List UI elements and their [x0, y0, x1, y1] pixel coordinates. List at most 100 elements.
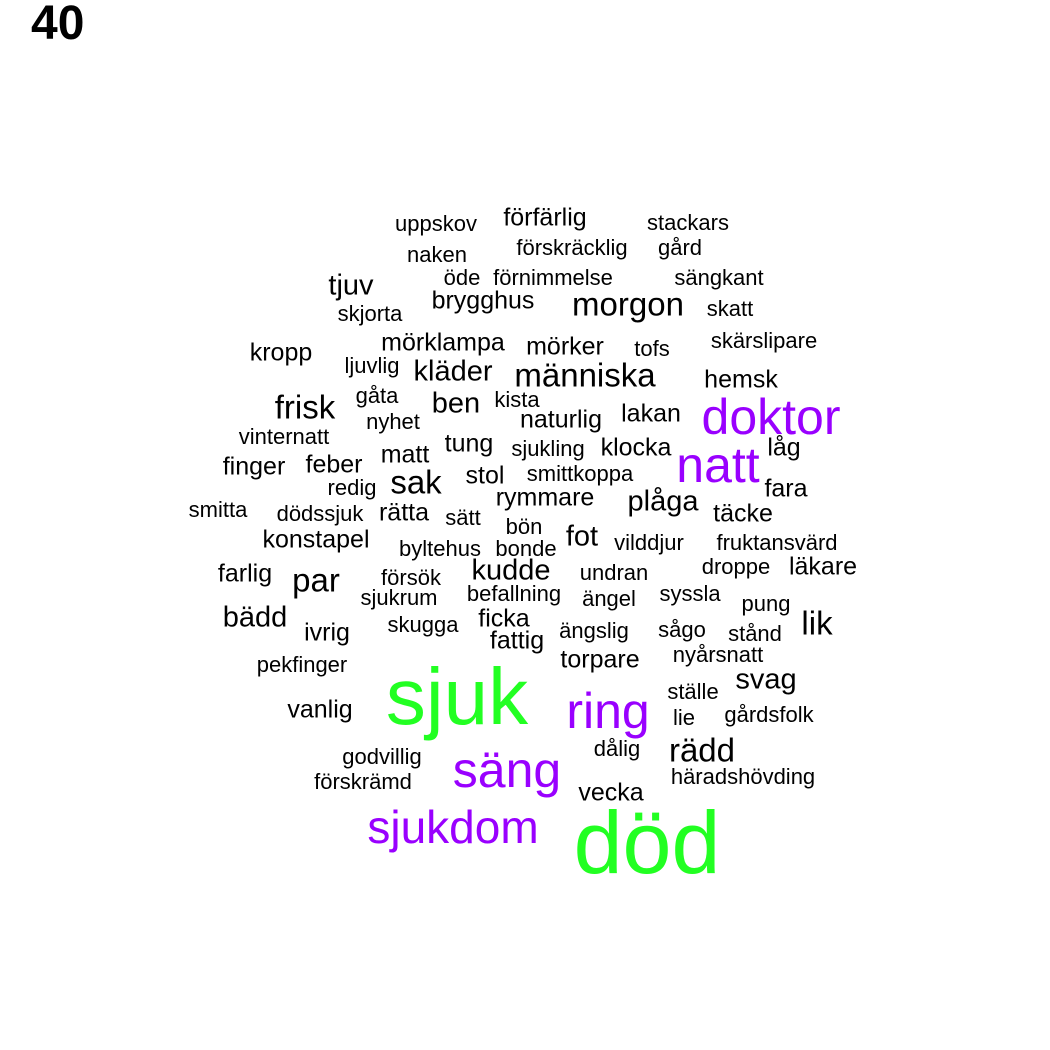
- cloud-word: lik: [801, 604, 833, 642]
- cloud-word: försök: [381, 565, 441, 590]
- cloud-word: befallning: [466, 581, 562, 606]
- cloud-word: rymmare: [495, 483, 595, 512]
- cloud-word: ljuvlig: [344, 353, 400, 378]
- cloud-word: torpare: [560, 645, 640, 674]
- page-number: 40: [31, 0, 85, 50]
- cloud-word: stånd: [728, 621, 782, 646]
- cloud-word: farlig: [217, 559, 273, 588]
- cloud-word: stackars: [647, 210, 729, 235]
- cloud-word: förfärlig: [503, 203, 587, 232]
- cloud-word: täcke: [713, 499, 773, 528]
- cloud-word: sängkant: [674, 265, 764, 290]
- cloud-word: ivrig: [304, 618, 350, 647]
- cloud-word: tjuv: [328, 269, 374, 302]
- cloud-word: sak: [390, 463, 442, 501]
- cloud-word: redig: [327, 475, 377, 500]
- cloud-word: rätta: [378, 498, 430, 527]
- cloud-word: sätt: [445, 505, 481, 530]
- cloud-word: bädd: [222, 601, 288, 634]
- cloud-word: död: [573, 793, 721, 892]
- cloud-word: sjukdom: [367, 801, 539, 853]
- cloud-word: syssla: [659, 581, 721, 606]
- cloud-word: klocka: [600, 433, 672, 462]
- cloud-word: gårdsfolk: [724, 702, 814, 727]
- cloud-word: vinternatt: [238, 424, 330, 449]
- cloud-word: mörklampa: [381, 328, 505, 357]
- cloud-word: ficka: [478, 604, 530, 633]
- cloud-word: naken: [407, 242, 467, 267]
- cloud-word: byltehus: [399, 536, 481, 561]
- cloud-word: förskräcklig: [516, 235, 628, 260]
- cloud-word: häradshövding: [670, 764, 816, 789]
- cloud-word: rädd: [668, 731, 736, 769]
- cloud-word: gåta: [355, 383, 399, 408]
- cloud-word: ben: [431, 387, 481, 420]
- cloud-word: tofs: [634, 336, 670, 361]
- cloud-word: kudde: [471, 554, 551, 587]
- cloud-word: kläder: [413, 355, 493, 388]
- cloud-word: säng: [452, 742, 562, 798]
- cloud-word: sågo: [658, 617, 706, 642]
- cloud-word: vilddjur: [614, 530, 684, 555]
- cloud-word: förskrämd: [314, 769, 412, 794]
- cloud-word: sjukrum: [360, 585, 438, 610]
- cloud-word: ängel: [582, 586, 636, 611]
- cloud-word: skjorta: [337, 301, 403, 326]
- cloud-word: morgon: [572, 285, 684, 323]
- cloud-word: sjuk: [385, 652, 529, 741]
- cloud-word: förnimmelse: [493, 265, 613, 290]
- cloud-word: bonde: [495, 536, 557, 561]
- cloud-word: frisk: [274, 388, 336, 426]
- cloud-word: godvillig: [342, 744, 422, 769]
- cloud-word: läkare: [788, 552, 858, 581]
- cloud-word: bön: [505, 514, 543, 539]
- cloud-word: dålig: [593, 736, 641, 761]
- cloud-word: brygghus: [431, 286, 535, 315]
- cloud-word: öde: [443, 265, 481, 290]
- cloud-word: vanlig: [287, 695, 353, 724]
- cloud-word: matt: [380, 440, 430, 469]
- cloud-word: ring: [566, 683, 650, 739]
- cloud-word: sjukling: [511, 436, 585, 461]
- cloud-word: feber: [305, 450, 363, 479]
- cloud-word: nyårsnatt: [672, 642, 764, 667]
- cloud-word: svag: [735, 663, 797, 696]
- cloud-word: lakan: [621, 399, 681, 428]
- cloud-word: naturlig: [520, 405, 602, 434]
- cloud-word: nyhet: [366, 409, 420, 434]
- cloud-word: lie: [672, 705, 696, 730]
- cloud-word: konstapel: [262, 525, 370, 554]
- cloud-word: stol: [465, 461, 505, 490]
- cloud-word: fruktansvärd: [716, 530, 838, 555]
- cloud-word: skugga: [387, 612, 459, 637]
- cloud-word: par: [292, 561, 340, 599]
- cloud-word: plåga: [627, 485, 699, 518]
- cloud-word: hemsk: [704, 365, 778, 394]
- cloud-word: ängslig: [559, 618, 629, 643]
- cloud-word: tung: [444, 429, 494, 458]
- cloud-word: ställe: [667, 679, 719, 704]
- cloud-word: fattig: [489, 626, 545, 655]
- cloud-word: vecka: [578, 778, 644, 807]
- cloud-word: gård: [657, 235, 703, 260]
- cloud-word: smitta: [188, 497, 248, 522]
- cloud-word: uppskov: [395, 211, 477, 236]
- cloud-word: låg: [767, 433, 801, 462]
- cloud-word: pekfinger: [256, 652, 348, 677]
- cloud-word: skärslipare: [710, 328, 818, 353]
- cloud-word: finger: [222, 452, 286, 481]
- cloud-word: fara: [764, 474, 808, 503]
- cloud-word: droppe: [701, 554, 771, 579]
- cloud-word: kista: [494, 387, 540, 412]
- cloud-word: smittkoppa: [526, 461, 634, 486]
- cloud-word: doktor: [701, 389, 841, 445]
- cloud-word: dödssjuk: [276, 501, 364, 526]
- cloud-word: natt: [676, 437, 760, 493]
- cloud-word: fot: [565, 520, 599, 553]
- cloud-word: undran: [579, 560, 649, 585]
- cloud-word: pung: [741, 591, 791, 616]
- cloud-word: kropp: [249, 338, 313, 367]
- cloud-word: skatt: [706, 296, 754, 321]
- cloud-word: människa: [514, 356, 656, 394]
